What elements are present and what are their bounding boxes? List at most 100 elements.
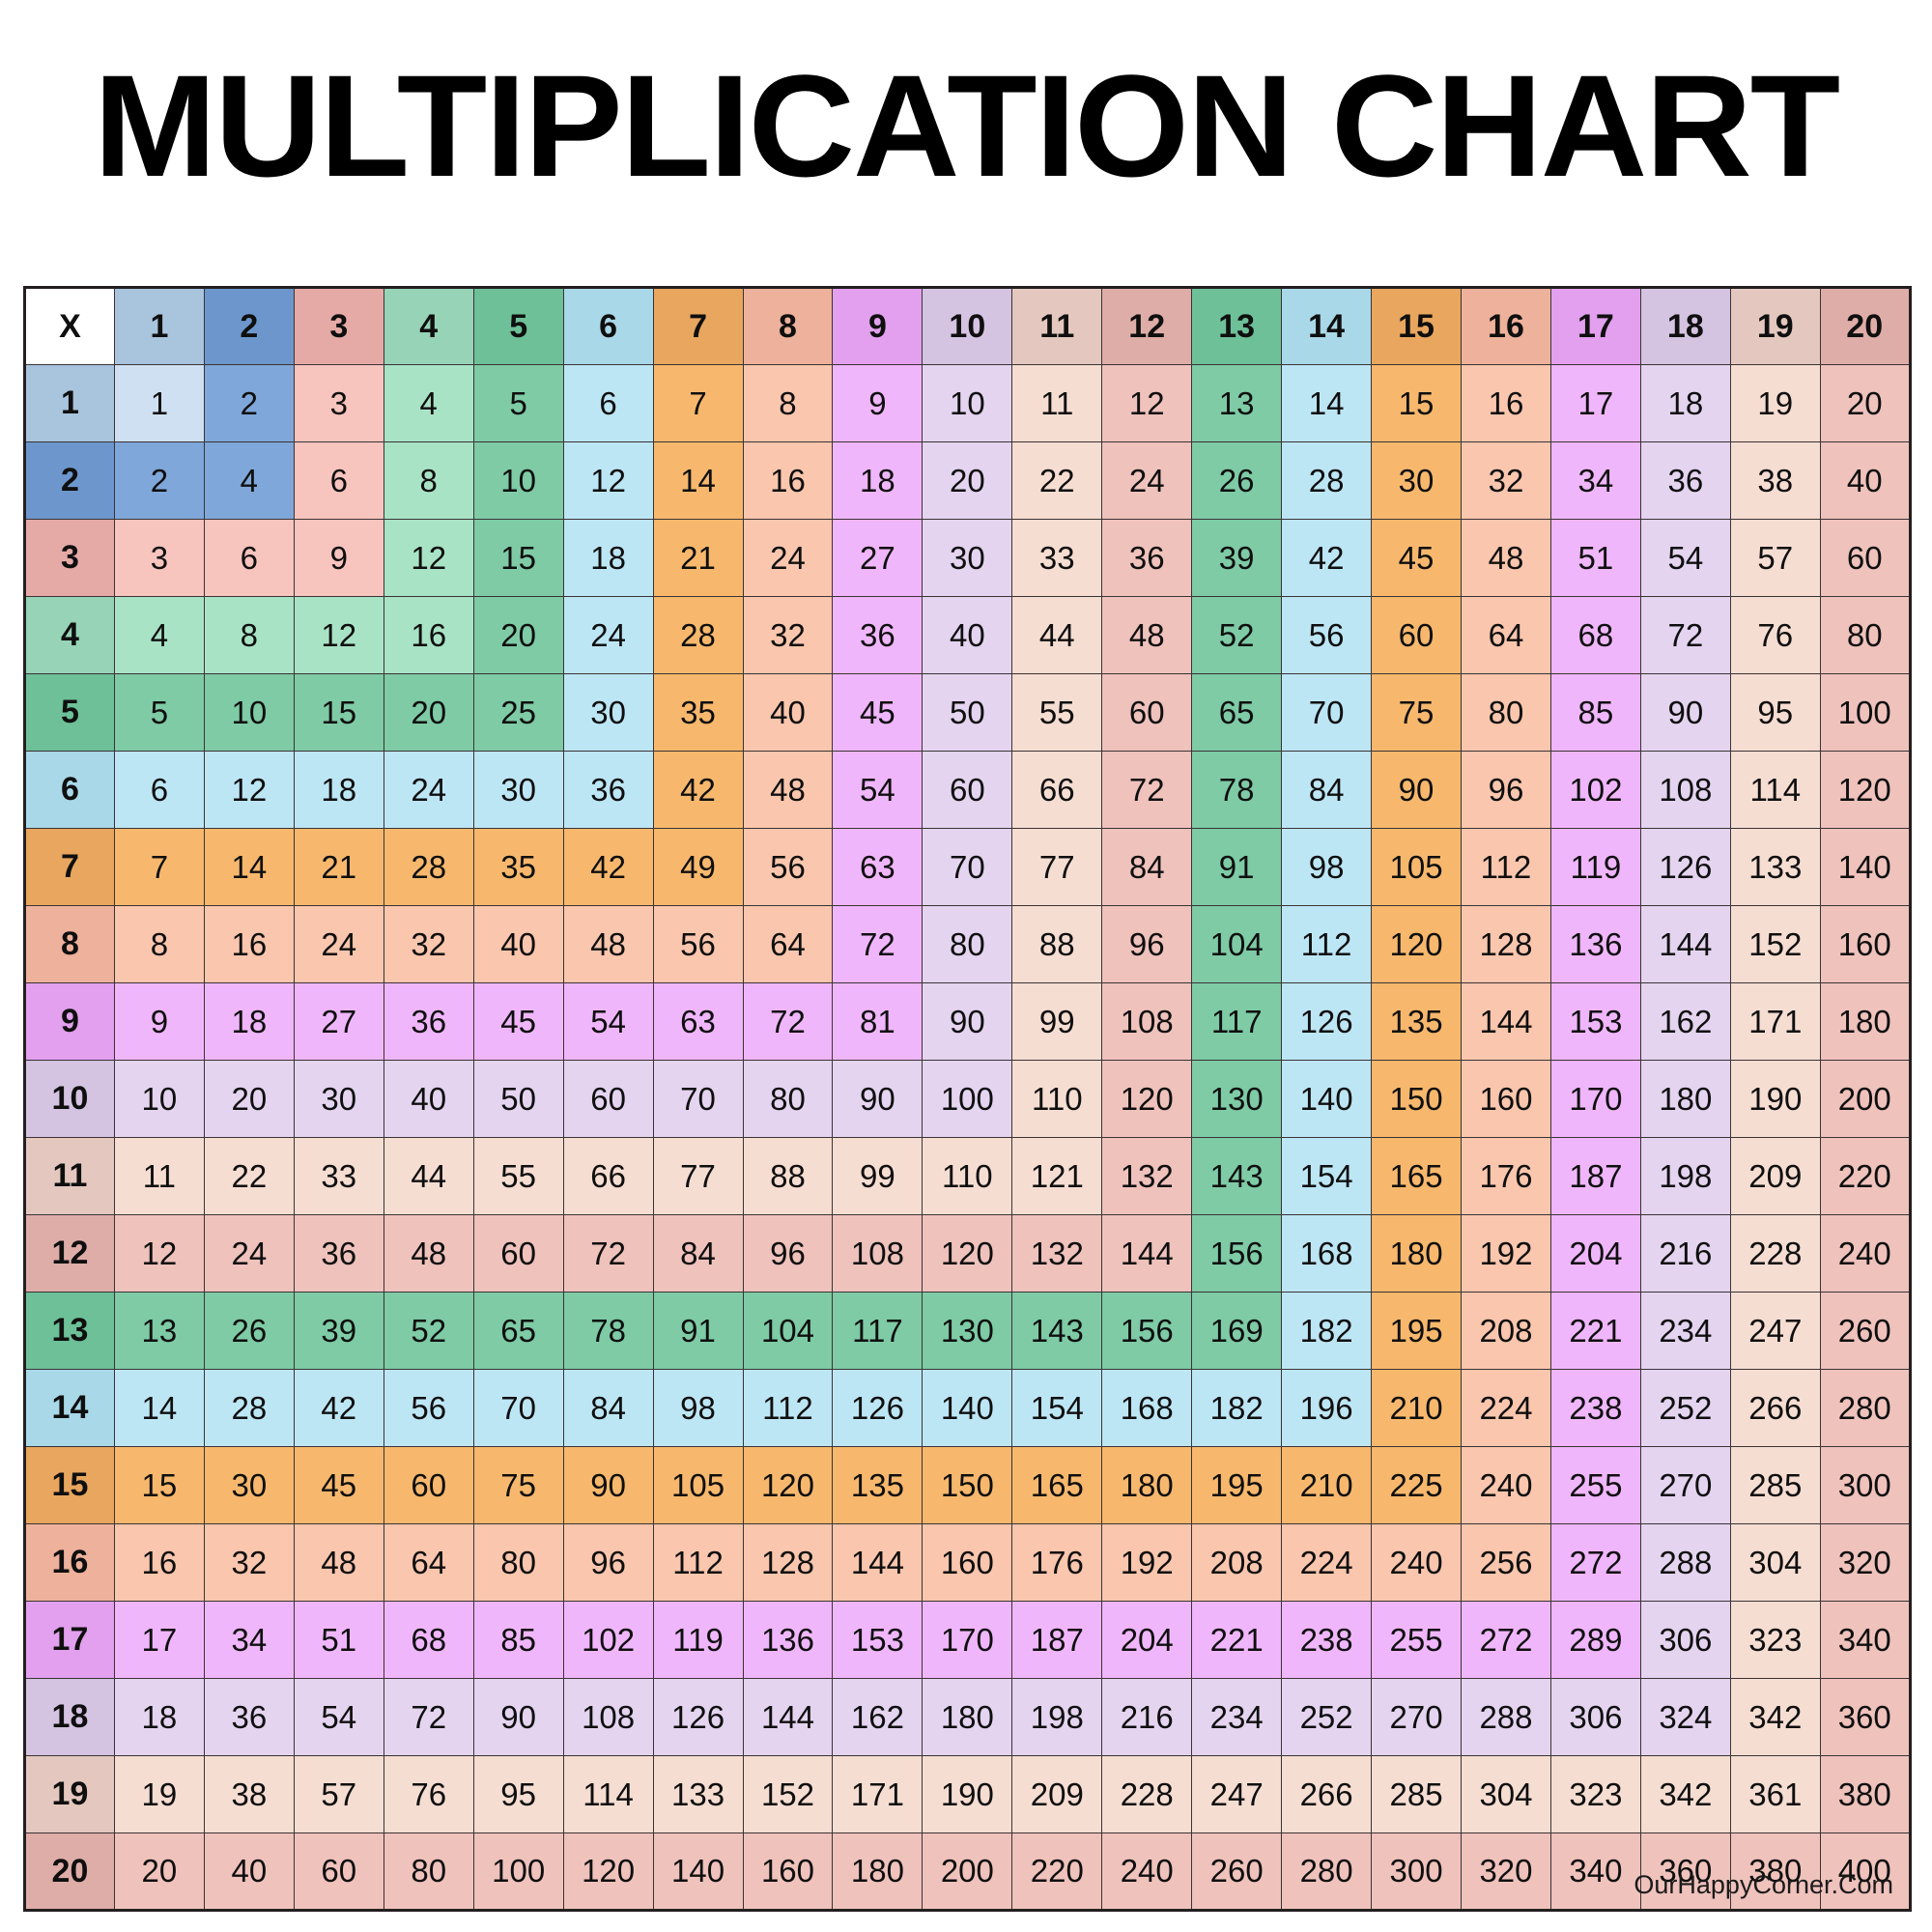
cell-5x10: 50 <box>922 673 1013 752</box>
cell-3x2: 6 <box>203 519 295 597</box>
cell-20x12: 240 <box>1101 1833 1193 1911</box>
column-header-17: 17 <box>1549 287 1641 365</box>
cell-1x1: 1 <box>113 364 205 442</box>
cell-2x14: 28 <box>1281 441 1373 520</box>
cell-14x5: 70 <box>472 1369 564 1447</box>
cell-5x5: 25 <box>472 673 564 752</box>
cell-18x7: 126 <box>652 1678 744 1756</box>
cell-6x18: 108 <box>1639 751 1731 829</box>
cell-15x6: 90 <box>562 1446 654 1524</box>
cell-17x6: 102 <box>562 1601 654 1679</box>
column-header-16: 16 <box>1461 287 1551 365</box>
cell-20x9: 180 <box>832 1833 923 1911</box>
cell-15x5: 75 <box>472 1446 564 1524</box>
cell-2x15: 30 <box>1371 441 1462 520</box>
cell-9x13: 117 <box>1191 982 1283 1061</box>
row-header-17: 17 <box>24 1601 115 1679</box>
cell-19x2: 38 <box>203 1755 295 1833</box>
cell-19x19: 361 <box>1729 1755 1821 1833</box>
cell-16x10: 160 <box>922 1523 1013 1602</box>
cell-4x12: 48 <box>1101 596 1193 674</box>
row-header-5: 5 <box>24 673 115 752</box>
column-header-4: 4 <box>383 287 474 365</box>
cell-5x1: 5 <box>113 673 205 752</box>
cell-10x11: 110 <box>1011 1060 1103 1138</box>
cell-17x15: 255 <box>1371 1601 1462 1679</box>
cell-15x15: 225 <box>1371 1446 1462 1524</box>
cell-1x9: 9 <box>832 364 923 442</box>
cell-19x12: 228 <box>1101 1755 1193 1833</box>
cell-12x15: 180 <box>1371 1214 1462 1293</box>
cell-7x17: 119 <box>1549 828 1641 906</box>
cell-11x2: 22 <box>203 1137 295 1215</box>
row-header-1: 1 <box>24 364 115 442</box>
table-row: 8 8 16 24 32 40 48 56 64 72 80 88 96 104 112 120 128 136 1… <box>24 905 1911 983</box>
cell-14x4: 56 <box>383 1369 474 1447</box>
cell-10x17: 170 <box>1549 1060 1641 1138</box>
cell-17x20: 340 <box>1819 1601 1911 1679</box>
cell-12x10: 120 <box>922 1214 1013 1293</box>
cell-11x7: 77 <box>652 1137 744 1215</box>
cell-8x18: 144 <box>1639 905 1731 983</box>
cell-20x20: 400 <box>1819 1833 1911 1911</box>
table-head: X 1 2 3 4 5 6 7 8 9 10 11 12 13 14 15 16 17 18 19 20 <box>24 287 1911 365</box>
cell-2x18: 36 <box>1639 441 1731 520</box>
cell-12x4: 48 <box>383 1214 474 1293</box>
cell-18x8: 144 <box>742 1678 834 1756</box>
cell-17x1: 17 <box>113 1601 205 1679</box>
cell-4x4: 16 <box>383 596 474 674</box>
cell-19x3: 57 <box>293 1755 384 1833</box>
cell-12x7: 84 <box>652 1214 744 1293</box>
column-header-18: 18 <box>1639 287 1731 365</box>
cell-9x18: 162 <box>1639 982 1731 1061</box>
cell-16x7: 112 <box>652 1523 744 1602</box>
cell-6x8: 48 <box>742 751 834 829</box>
cell-19x14: 266 <box>1281 1755 1373 1833</box>
table-row: 12 12 24 36 48 60 72 84 96 108 120 132 144 156 168 180 1… <box>24 1214 1911 1293</box>
cell-19x20: 380 <box>1819 1755 1911 1833</box>
cell-14x14: 196 <box>1281 1369 1373 1447</box>
cell-15x4: 60 <box>383 1446 474 1524</box>
cell-11x14: 154 <box>1281 1137 1373 1215</box>
cell-11x5: 55 <box>472 1137 564 1215</box>
cell-12x6: 72 <box>562 1214 654 1293</box>
cell-8x1: 8 <box>113 905 205 983</box>
cell-7x10: 70 <box>922 828 1013 906</box>
cell-1x16: 16 <box>1461 364 1551 442</box>
cell-11x6: 66 <box>562 1137 654 1215</box>
cell-13x20: 260 <box>1819 1292 1911 1370</box>
cell-3x18: 54 <box>1639 519 1731 597</box>
cell-17x12: 204 <box>1101 1601 1193 1679</box>
column-header-6: 6 <box>562 287 654 365</box>
cell-19x18: 342 <box>1639 1755 1731 1833</box>
cell-5x13: 65 <box>1191 673 1283 752</box>
cell-9x10: 90 <box>922 982 1013 1061</box>
cell-7x5: 35 <box>472 828 564 906</box>
column-header-9: 9 <box>832 287 923 365</box>
cell-18x20: 360 <box>1819 1678 1911 1756</box>
cell-2x11: 22 <box>1011 441 1103 520</box>
cell-17x7: 119 <box>652 1601 744 1679</box>
cell-18x12: 216 <box>1101 1678 1193 1756</box>
cell-9x15: 135 <box>1371 982 1462 1061</box>
cell-17x13: 221 <box>1191 1601 1283 1679</box>
cell-17x11: 187 <box>1011 1601 1103 1679</box>
cell-11x13: 143 <box>1191 1137 1283 1215</box>
cell-2x5: 10 <box>472 441 564 520</box>
cell-16x1: 16 <box>113 1523 205 1602</box>
column-header-8: 8 <box>742 287 834 365</box>
cell-11x8: 88 <box>742 1137 834 1215</box>
cell-13x13: 169 <box>1191 1292 1283 1370</box>
cell-1x17: 17 <box>1549 364 1641 442</box>
cell-7x12: 84 <box>1101 828 1193 906</box>
cell-9x5: 45 <box>472 982 564 1061</box>
cell-19x15: 285 <box>1371 1755 1462 1833</box>
cell-3x10: 30 <box>922 519 1013 597</box>
cell-17x8: 136 <box>742 1601 834 1679</box>
cell-9x8: 72 <box>742 982 834 1061</box>
cell-1x14: 14 <box>1281 364 1373 442</box>
cell-13x7: 91 <box>652 1292 744 1370</box>
cell-18x13: 234 <box>1191 1678 1283 1756</box>
cell-19x10: 190 <box>922 1755 1013 1833</box>
